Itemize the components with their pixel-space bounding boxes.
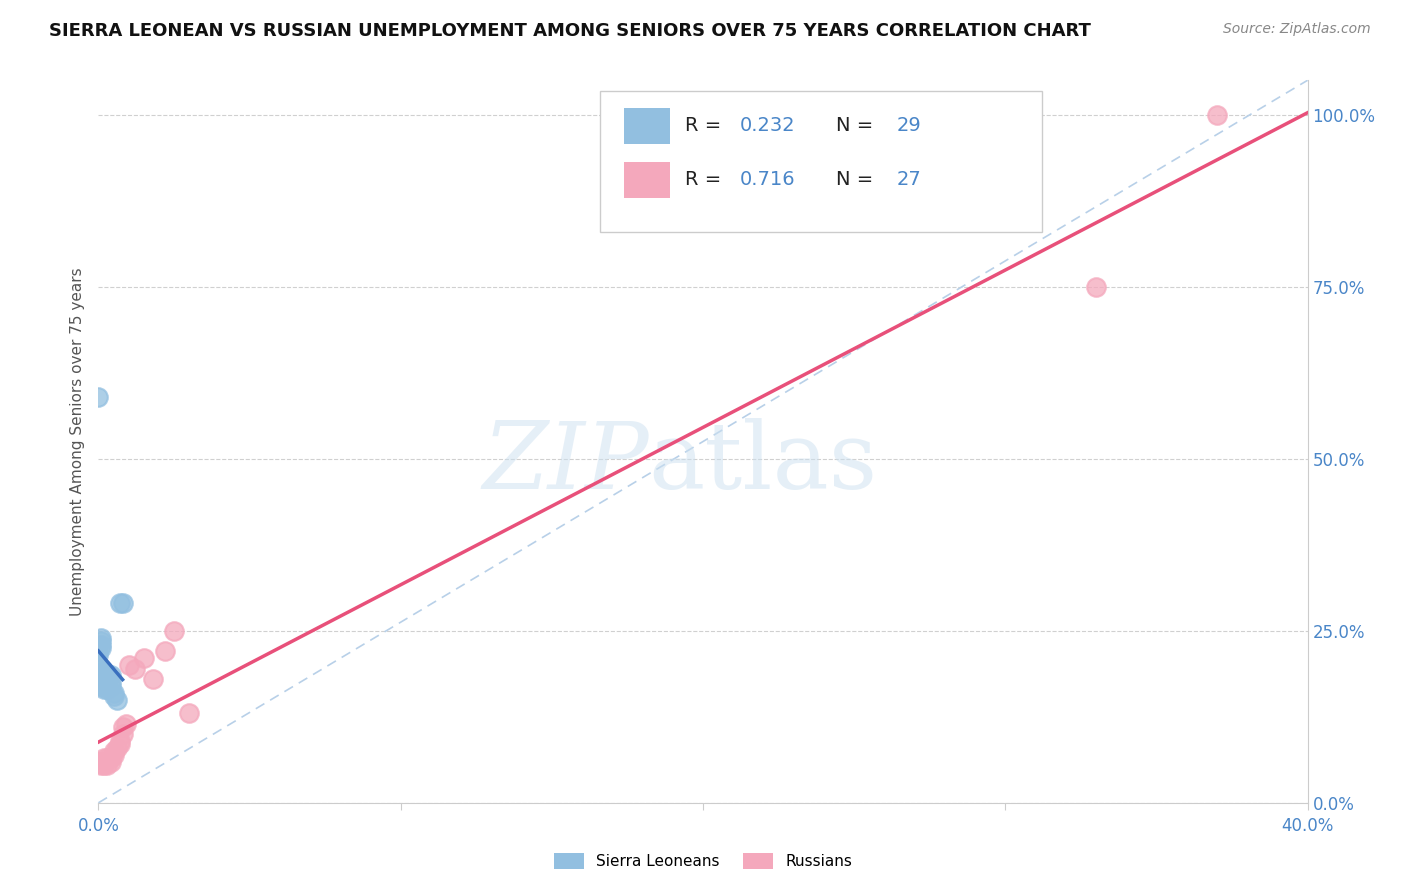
Point: [179, 706, 201, 721]
Point: [90, 675, 112, 690]
Point: [93, 758, 115, 772]
Point: [100, 668, 122, 682]
Point: [93, 668, 115, 682]
Point: [103, 686, 125, 700]
Point: [100, 679, 122, 693]
Point: [1206, 108, 1229, 122]
Point: [96, 682, 118, 697]
Text: N =: N =: [837, 116, 880, 136]
Text: R =: R =: [685, 170, 727, 189]
Point: [103, 744, 125, 758]
Text: ZIP: ZIP: [482, 418, 648, 508]
Point: [93, 751, 115, 765]
Text: 0.716: 0.716: [740, 170, 794, 189]
Point: [93, 665, 115, 679]
Point: [93, 679, 115, 693]
Point: [93, 755, 115, 769]
Point: [103, 689, 125, 703]
Point: [114, 716, 136, 731]
Point: [90, 638, 112, 652]
Point: [87, 644, 110, 658]
Point: [108, 737, 131, 751]
Y-axis label: Unemployment Among Seniors over 75 years: Unemployment Among Seniors over 75 years: [69, 268, 84, 615]
Text: 0.232: 0.232: [740, 116, 794, 136]
Point: [90, 631, 112, 645]
Point: [87, 648, 110, 662]
Point: [100, 751, 122, 765]
Point: [96, 751, 118, 765]
Text: 27: 27: [897, 170, 921, 189]
Point: [111, 720, 134, 734]
Point: [96, 675, 118, 690]
Point: [87, 658, 110, 673]
Text: atlas: atlas: [648, 418, 877, 508]
Point: [132, 651, 155, 665]
Point: [100, 755, 122, 769]
FancyBboxPatch shape: [600, 91, 1042, 232]
Point: [93, 675, 115, 690]
Point: [87, 755, 110, 769]
Point: [142, 672, 165, 686]
Point: [87, 662, 110, 676]
Point: [103, 747, 125, 762]
Point: [90, 758, 112, 772]
FancyBboxPatch shape: [624, 162, 671, 198]
Point: [87, 390, 110, 404]
Point: [90, 679, 112, 693]
Point: [118, 658, 141, 673]
Point: [96, 679, 118, 693]
Point: [93, 682, 115, 697]
Text: 29: 29: [897, 116, 921, 136]
Text: R =: R =: [685, 116, 727, 136]
Point: [163, 624, 186, 638]
Point: [1085, 279, 1108, 293]
Point: [105, 740, 128, 755]
Text: Source: ZipAtlas.com: Source: ZipAtlas.com: [1223, 22, 1371, 37]
Point: [108, 734, 131, 748]
Point: [90, 634, 112, 648]
Point: [105, 692, 128, 706]
Text: N =: N =: [837, 170, 880, 189]
Point: [111, 596, 134, 610]
Text: SIERRA LEONEAN VS RUSSIAN UNEMPLOYMENT AMONG SENIORS OVER 75 YEARS CORRELATION C: SIERRA LEONEAN VS RUSSIAN UNEMPLOYMENT A…: [49, 22, 1091, 40]
Point: [153, 644, 176, 658]
Point: [87, 668, 110, 682]
Point: [124, 662, 146, 676]
Point: [96, 672, 118, 686]
Point: [100, 675, 122, 690]
Legend: Sierra Leoneans, Russians: Sierra Leoneans, Russians: [547, 847, 859, 875]
Point: [90, 755, 112, 769]
Point: [108, 596, 131, 610]
FancyBboxPatch shape: [624, 108, 671, 144]
Point: [96, 758, 118, 772]
Point: [111, 727, 134, 741]
Point: [90, 640, 112, 655]
